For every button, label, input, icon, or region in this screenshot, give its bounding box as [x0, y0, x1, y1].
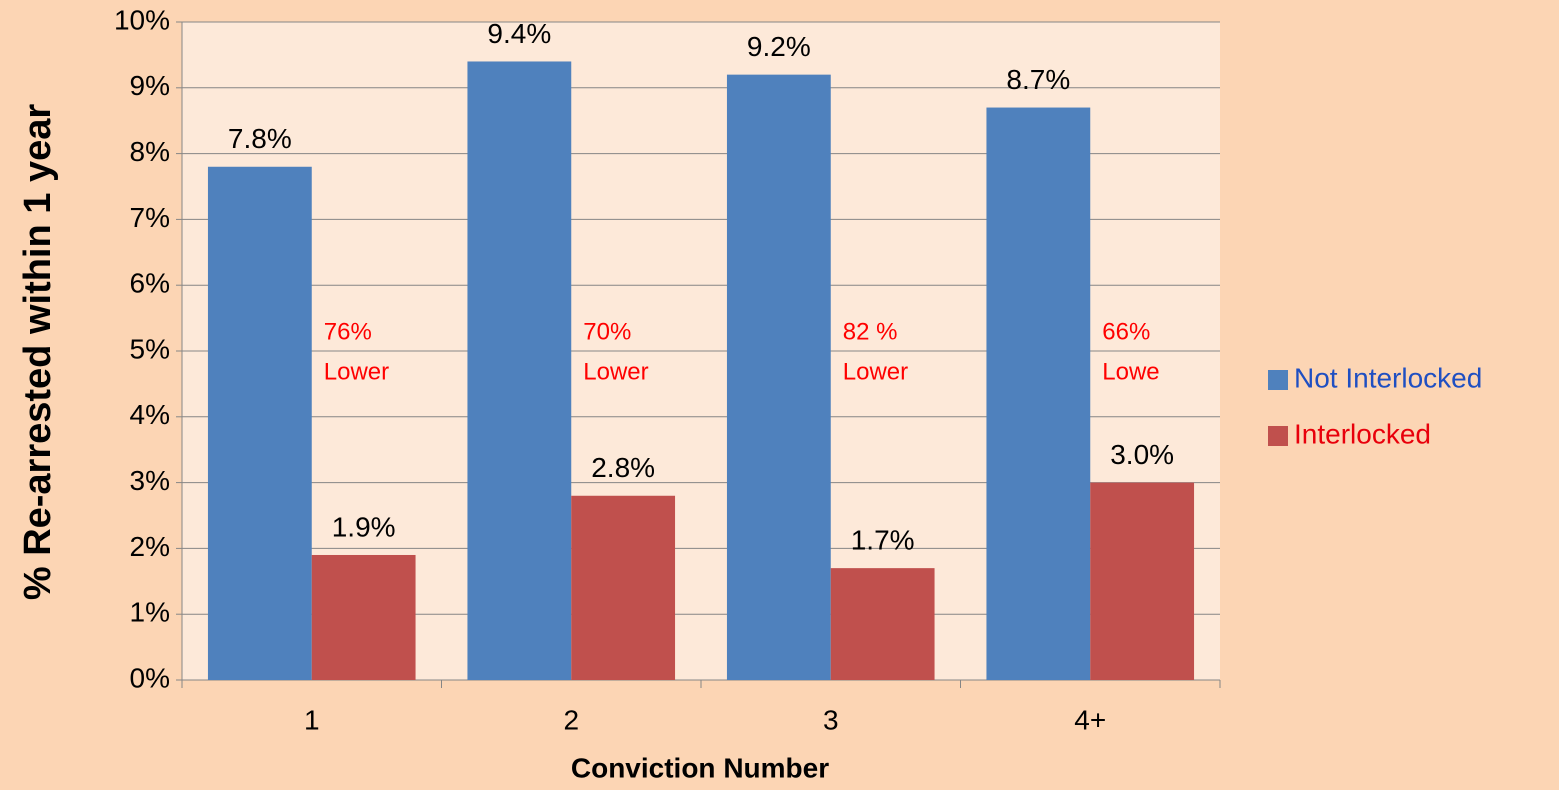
x-tick-label: 1: [304, 704, 320, 735]
bar: [830, 568, 935, 680]
bar: [467, 61, 572, 681]
annotation: Lower: [583, 358, 648, 385]
y-tick-label: 0%: [130, 662, 170, 693]
y-axis-title: % Re-arrested within 1 year: [17, 104, 59, 601]
value-label: 9.4%: [487, 18, 551, 49]
annotation: Lowe: [1102, 358, 1159, 385]
legend-label: Interlocked: [1294, 418, 1431, 449]
bar: [726, 74, 831, 680]
y-tick-label: 3%: [130, 465, 170, 496]
value-label: 8.7%: [1006, 64, 1070, 95]
annotation: 66%: [1102, 318, 1150, 345]
value-label: 9.2%: [747, 31, 811, 62]
value-label: 3.0%: [1110, 439, 1174, 470]
value-label: 1.9%: [332, 511, 396, 542]
bar: [986, 107, 1091, 681]
legend-swatch: [1268, 426, 1288, 446]
value-label: 7.8%: [228, 123, 292, 154]
annotation: 82 %: [843, 318, 898, 345]
y-tick-label: 8%: [130, 136, 170, 167]
y-tick-label: 9%: [130, 70, 170, 101]
y-tick-label: 10%: [114, 4, 170, 35]
annotation: 76%: [324, 318, 372, 345]
bar: [311, 554, 416, 680]
bar: [571, 495, 676, 680]
y-tick-label: 6%: [130, 268, 170, 299]
x-tick-label: 2: [563, 704, 579, 735]
y-tick-label: 1%: [130, 597, 170, 628]
x-axis-title: Conviction Number: [571, 752, 829, 783]
bar: [207, 166, 312, 680]
legend-label: Not Interlocked: [1294, 362, 1482, 393]
y-tick-label: 2%: [130, 531, 170, 562]
y-tick-label: 5%: [130, 333, 170, 364]
value-label: 2.8%: [591, 452, 655, 483]
legend-swatch: [1268, 370, 1288, 390]
y-tick-label: 7%: [130, 202, 170, 233]
value-label: 1.7%: [851, 525, 915, 556]
annotation: Lower: [843, 358, 908, 385]
annotation: 70%: [583, 318, 631, 345]
x-tick-label: 3: [823, 704, 839, 735]
annotation: Lower: [324, 358, 389, 385]
y-tick-label: 4%: [130, 399, 170, 430]
x-tick-label: 4+: [1074, 704, 1106, 735]
bar: [1090, 482, 1195, 680]
